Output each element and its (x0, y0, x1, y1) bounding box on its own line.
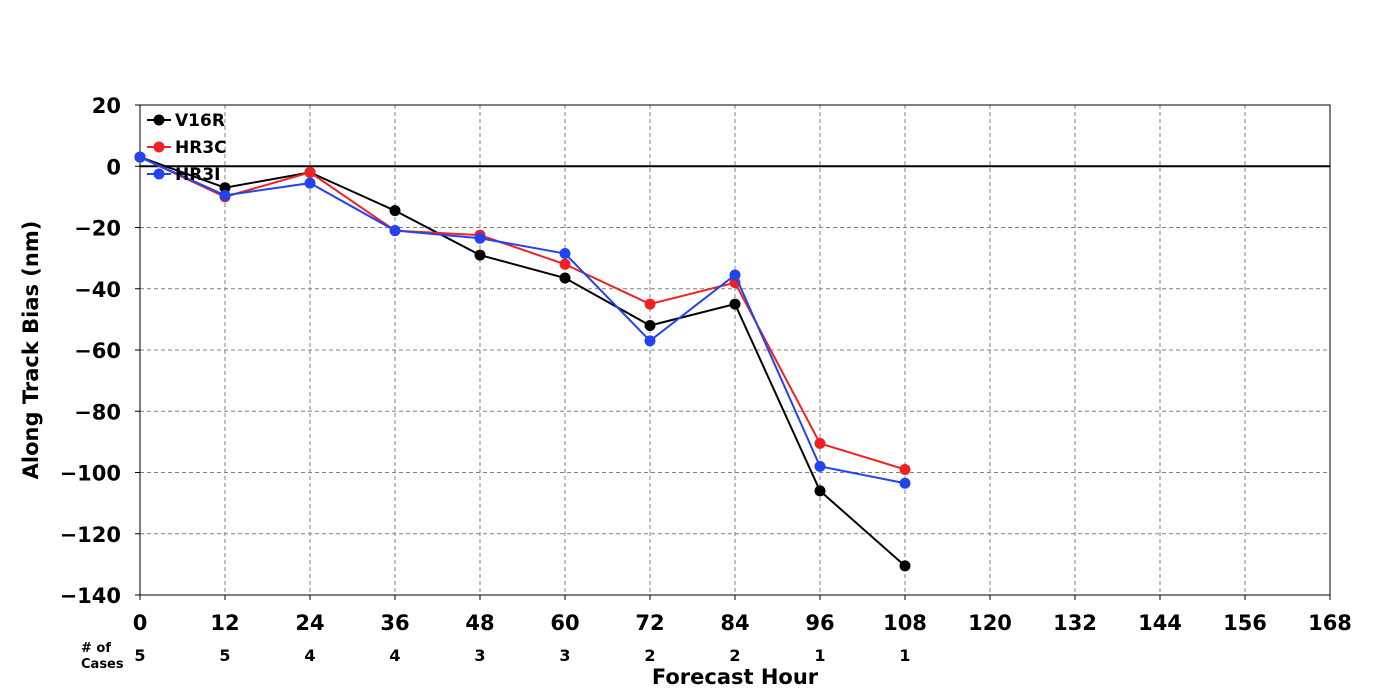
data-point-hr3i (729, 269, 741, 281)
x-tick-label: 96 (805, 611, 834, 635)
data-point-hr3i (814, 460, 826, 472)
y-tick-label: 0 (106, 155, 121, 179)
data-point-v16r (559, 272, 571, 284)
x-tick-label: 84 (720, 611, 749, 635)
data-point-hr3i (474, 232, 486, 244)
cases-label-line2: Cases (81, 657, 124, 672)
grid-lines (140, 105, 1330, 595)
data-point-hr3i (304, 177, 316, 189)
case-count: 4 (389, 646, 400, 665)
case-count: 2 (729, 646, 740, 665)
axes (135, 104, 1331, 600)
case-count: 3 (559, 646, 570, 665)
series-line-hr3i (139, 156, 906, 485)
case-count: 5 (134, 646, 145, 665)
legend-label-v16r: V16R (175, 111, 225, 131)
series-lines (134, 151, 911, 572)
data-point-hr3i (389, 225, 401, 237)
y-tick-label: −120 (60, 523, 121, 547)
data-point-hr3c (559, 258, 571, 270)
cases-label-line1: # of (81, 641, 111, 656)
y-tick-label: −140 (60, 584, 121, 608)
y-tick-label: −80 (74, 400, 121, 424)
data-point-hr3i (644, 335, 656, 347)
x-tick-label: 144 (1138, 611, 1182, 635)
x-tick-label: 36 (380, 611, 409, 635)
x-tick-label: 24 (295, 611, 324, 635)
x-tick-label: 108 (883, 611, 927, 635)
data-point-v16r (219, 182, 231, 194)
x-axis-label: Forecast Hour (652, 665, 819, 689)
case-count: 4 (304, 646, 315, 665)
x-tick-label: 120 (968, 611, 1012, 635)
legend-label-hr3c: HR3C (175, 138, 227, 158)
tick-labels: 0 12 24 36 48 60 72 84 96 108 120 132 144 156 168 20 0 −2… (60, 94, 1352, 635)
data-point-hr3i (559, 248, 571, 260)
data-point-hr3c (644, 298, 656, 310)
x-tick-label: 132 (1053, 611, 1097, 635)
y-axis-label: Along Track Bias (nm) (19, 221, 43, 480)
x-tick-label: 168 (1308, 611, 1352, 635)
case-count: 1 (899, 646, 910, 665)
data-point-hr3c (304, 166, 316, 178)
legend-marker-v16r (153, 114, 165, 126)
data-point-v16r (389, 205, 401, 217)
y-tick-label: −100 (60, 462, 121, 486)
case-count: 2 (644, 646, 655, 665)
case-count: 5 (219, 646, 230, 665)
series-line-v16r (139, 156, 906, 567)
legend-label-hr3i: HR3I (175, 165, 220, 185)
x-tick-label: 48 (465, 611, 494, 635)
series-line-hr3c (139, 156, 906, 471)
case-count: 1 (814, 646, 825, 665)
y-tick-label: −60 (74, 339, 121, 363)
x-tick-label: 12 (210, 611, 239, 635)
data-point-hr3i (219, 189, 231, 201)
data-point-hr3i (899, 477, 911, 489)
y-tick-label: −20 (74, 217, 121, 241)
data-point-v16r (814, 485, 826, 497)
legend: V16R HR3C HR3I (147, 111, 227, 185)
legend-marker-hr3c (153, 141, 165, 153)
x-tick-label: 60 (550, 611, 579, 635)
data-point-hr3c (899, 463, 911, 475)
data-point-v16r (729, 298, 741, 310)
legend-marker-hr3i (153, 168, 165, 180)
y-tick-label: −40 (74, 278, 121, 302)
case-count: 3 (474, 646, 485, 665)
x-tick-label: 0 (133, 611, 148, 635)
data-point-v16r (474, 249, 486, 261)
y-tick-label: 20 (92, 94, 121, 118)
data-point-v16r (899, 560, 911, 572)
data-point-v16r (644, 320, 656, 331)
data-point-hr3c (814, 437, 826, 449)
data-point-hr3i (134, 151, 146, 163)
x-tick-label: 156 (1223, 611, 1267, 635)
x-tick-label: 72 (635, 611, 664, 635)
